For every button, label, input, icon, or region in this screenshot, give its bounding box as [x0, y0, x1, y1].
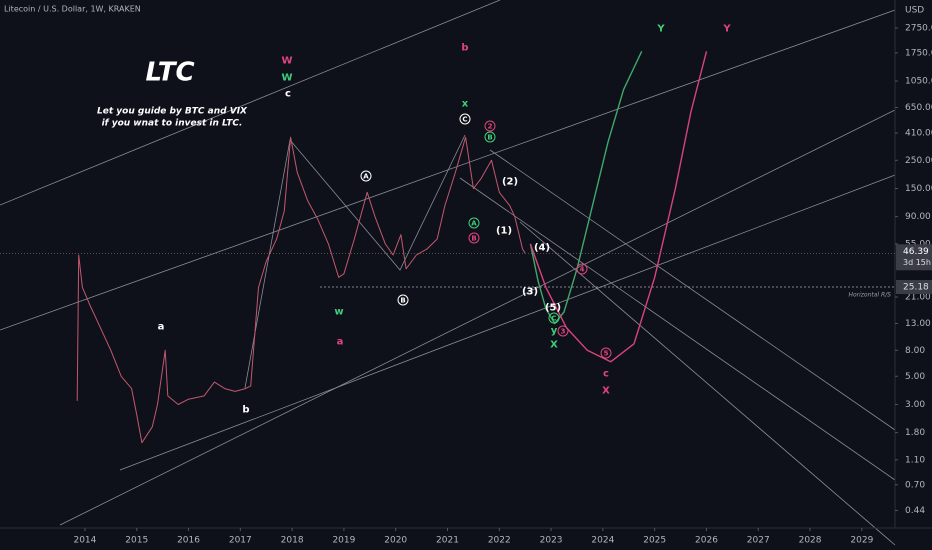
wave-label: 4 [580, 266, 585, 274]
countdown: 3d 15h [903, 258, 931, 267]
projection-line [529, 51, 643, 325]
x-tick-label: 2015 [125, 536, 148, 546]
level-label: Horizontal R/S [848, 292, 891, 299]
wave-label: A [363, 173, 369, 181]
wave-label: b [461, 43, 468, 54]
wave-label: B [487, 134, 492, 142]
x-tick-label: 2027 [747, 536, 770, 546]
x-tick-label: 2028 [799, 536, 822, 546]
wave-label: (4) [534, 243, 550, 254]
y-tick-label: 90.00 [905, 212, 931, 222]
y-tick-label: 0.44 [905, 506, 925, 516]
wave-label: C [462, 116, 467, 124]
x-tick-label: 2024 [591, 536, 614, 546]
wave-marker [360, 170, 372, 182]
level-tag [896, 280, 932, 295]
y-tick-label: 1050.00 [905, 77, 932, 87]
wave-label: y [551, 326, 558, 337]
wave-marker [397, 294, 409, 306]
wave-marker [468, 232, 480, 244]
wave-marker [468, 217, 480, 229]
y-tick-label: 650.00 [905, 103, 932, 113]
x-tick-label: 2016 [177, 536, 200, 546]
x-tick-label: 2021 [436, 536, 459, 546]
wave-label: X [550, 340, 558, 351]
x-tick-label: 2029 [850, 536, 873, 546]
wave-label: c [603, 369, 609, 380]
wave-label: x [462, 99, 469, 110]
wave-label: 2 [488, 123, 493, 131]
chart-title: Litecoin / U.S. Dollar, 1W, KRAKEN [4, 5, 141, 14]
wave-label: c [285, 89, 291, 100]
y-tick-label: 5.00 [905, 372, 925, 382]
y-tick-label: 150.00 [905, 184, 932, 194]
wave-label: (3) [522, 287, 538, 298]
wave-label: b [242, 405, 249, 416]
wave-label: 5 [604, 350, 609, 358]
y-tick-label: 21.00 [905, 293, 931, 303]
wave-label: (1) [496, 226, 512, 237]
y-tick-label: 1.10 [905, 455, 925, 465]
currency: USD [905, 6, 924, 16]
level-tag-label: 25.18 [903, 283, 929, 293]
wave-marker [557, 325, 569, 337]
note: if you wnat to invest in LTC. [102, 119, 243, 129]
y-tick-label: 1.80 [905, 428, 925, 438]
wave-label: a [337, 337, 344, 348]
x-tick-label: 2025 [643, 536, 666, 546]
wave-label: Y [656, 24, 665, 35]
x-tick-label: 2018 [281, 536, 304, 546]
wave-label: (5) [545, 303, 561, 314]
channel-lines [0, 0, 896, 546]
wave-marker [484, 120, 496, 132]
price-line [76, 136, 526, 444]
wave-label: X [602, 386, 610, 397]
wave-label: W [281, 73, 292, 84]
y-tick-label: 2750.00 [905, 23, 932, 33]
y-tick-label: 0.70 [905, 480, 925, 490]
y-tick-label: 410.00 [905, 128, 932, 138]
y-tick-label: 3.00 [905, 400, 925, 410]
wave-label: B [471, 235, 476, 243]
wave-label: C [551, 315, 556, 323]
last-price-tag [896, 244, 932, 271]
x-tick-label: 2014 [73, 536, 96, 546]
heading: LTC [145, 58, 194, 88]
y-tick-label: 250.00 [905, 156, 932, 166]
y-tick-label: 13.00 [905, 319, 931, 329]
wave-marker [484, 131, 496, 143]
x-tick-label: 2020 [384, 536, 407, 546]
wave-marker [459, 113, 471, 125]
projection-line [529, 51, 708, 363]
x-tick-label: 2017 [229, 536, 252, 546]
wave-marker [600, 347, 612, 359]
wave-label: (2) [502, 177, 518, 188]
x-tick-label: 2023 [540, 536, 563, 546]
wave-label: Y [722, 24, 731, 35]
wave-marker [576, 263, 588, 275]
note: Let you guide by BTC and VIX [97, 107, 248, 117]
y-tick-label: 1750.00 [905, 48, 932, 58]
x-tick-label: 2026 [695, 536, 718, 546]
wave-label: A [471, 220, 477, 228]
wave-label: B [400, 297, 405, 305]
wave-label: a [158, 322, 165, 333]
x-tick-label: 2019 [332, 536, 355, 546]
y-tick-label: 8.00 [905, 346, 925, 356]
wave-label: w [334, 307, 343, 318]
wave-marker [548, 312, 560, 324]
wave-label: 3 [561, 328, 566, 336]
last-price-label: 46.39 [903, 247, 929, 257]
wave-label: W [281, 56, 292, 67]
x-tick-label: 2022 [488, 536, 511, 546]
